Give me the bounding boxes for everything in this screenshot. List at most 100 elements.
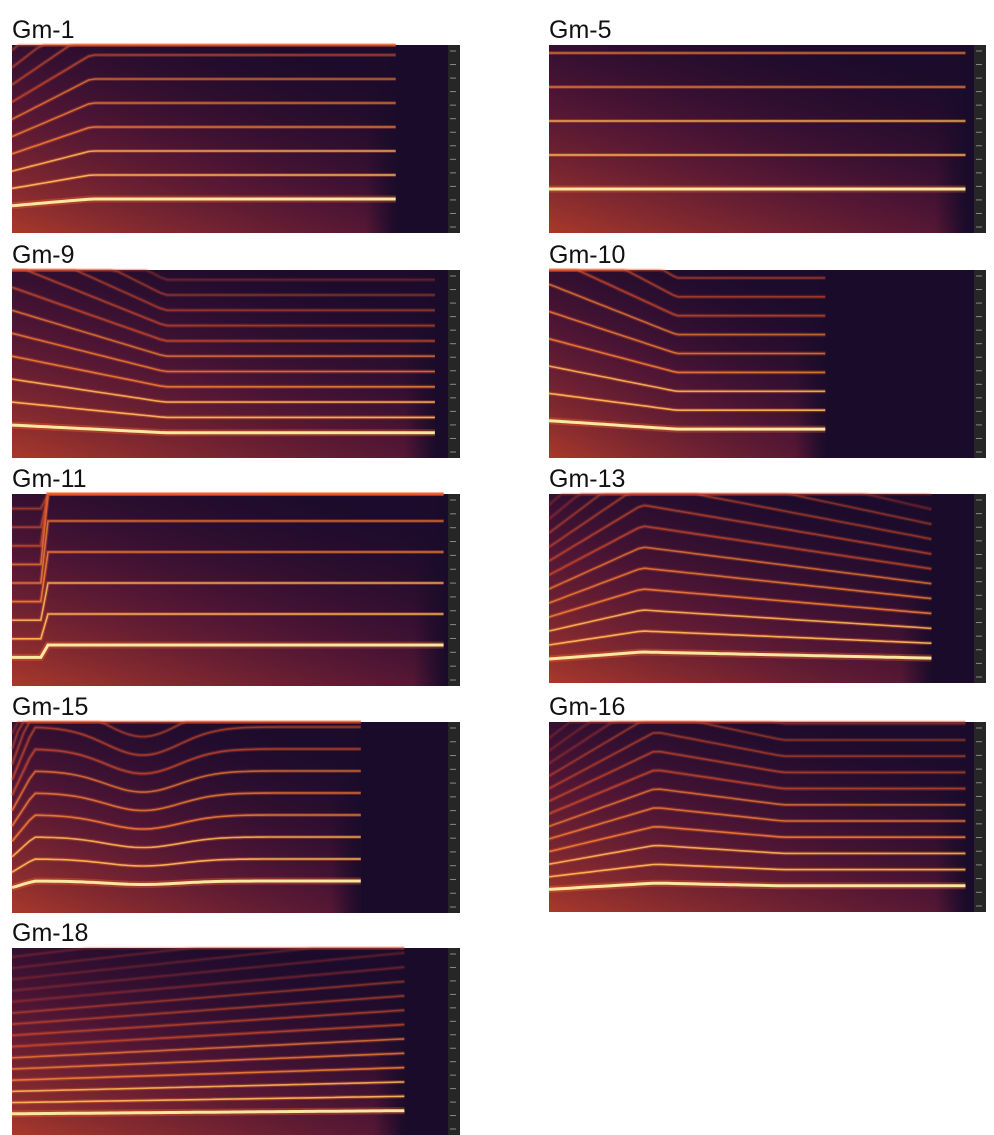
- harmonic: [548, 881, 966, 891]
- harmonic-glow: [10, 43, 396, 52]
- harmonic: [12, 643, 444, 659]
- spectrogram-fade: [413, 494, 444, 686]
- harmonic: [11, 1081, 405, 1093]
- harmonic: [549, 269, 826, 279]
- harmonic: [549, 269, 826, 298]
- harmonic-glow: [10, 720, 361, 735]
- harmonic: [11, 947, 405, 958]
- harmonic: [11, 721, 361, 735]
- spectrogram-fade: [935, 45, 966, 233]
- harmonic: [11, 1009, 405, 1037]
- harmonic: [548, 493, 932, 534]
- spectrogram: [12, 492, 460, 686]
- spectrogram-energy: [12, 494, 444, 686]
- harmonic: [11, 792, 361, 827]
- harmonic: [12, 269, 435, 281]
- spectrogram: [547, 720, 986, 912]
- panel-label: Gm-5: [549, 16, 612, 44]
- harmonic-glow: [547, 720, 966, 753]
- harmonic: [548, 825, 966, 853]
- harmonic: [11, 748, 361, 796]
- harmonic: [11, 309, 435, 358]
- spectrogram: [10, 720, 460, 913]
- harmonic: [11, 947, 405, 981]
- harmonic: [11, 1066, 405, 1081]
- spectrogram-fade: [404, 270, 435, 458]
- harmonic: [11, 78, 396, 121]
- harmonic: [12, 269, 435, 296]
- harmonic-glow: [547, 492, 932, 521]
- harmonic-glow: [11, 965, 405, 1004]
- harmonic-glow: [11, 946, 405, 959]
- harmonic: [548, 310, 826, 355]
- harmonic: [11, 1095, 405, 1104]
- harmonic: [11, 102, 396, 138]
- harmonic: [11, 836, 361, 858]
- harmonic: [11, 726, 361, 781]
- harmonic: [548, 750, 966, 802]
- harmonic-glow: [10, 43, 396, 70]
- spectrogram-energy: [549, 722, 966, 912]
- harmonic: [11, 44, 396, 86]
- spectrogram-fade: [901, 494, 932, 683]
- harmonic: [548, 807, 966, 840]
- harmonic: [548, 630, 932, 646]
- harmonic: [12, 269, 435, 327]
- spectrogram-fade: [935, 722, 966, 912]
- harmonic: [549, 269, 826, 317]
- harmonic: [12, 520, 444, 584]
- harmonic: [548, 365, 826, 393]
- harmonic: [11, 952, 405, 992]
- harmonic: [12, 269, 435, 312]
- harmonic-glow: [547, 492, 932, 549]
- harmonic: [11, 332, 435, 373]
- harmonic: [548, 609, 932, 632]
- harmonic: [548, 493, 932, 520]
- harmonic: [12, 493, 444, 510]
- harmonic-glow: [12, 268, 435, 313]
- harmonic: [12, 582, 444, 622]
- harmonic: [548, 283, 826, 336]
- harmonic: [548, 721, 966, 765]
- harmonic: [548, 731, 966, 790]
- panel-label: Gm-15: [12, 693, 88, 721]
- frequency-scale: [974, 270, 986, 458]
- spectrogram-fade: [795, 270, 826, 458]
- harmonic-glow: [11, 993, 405, 1027]
- harmonic-glow: [10, 720, 361, 750]
- harmonic: [11, 150, 396, 172]
- spectrogram-energy: [549, 45, 966, 233]
- harmonic: [11, 770, 361, 811]
- harmonic-glow: [547, 720, 966, 766]
- harmonic: [11, 858, 361, 873]
- spectrogram-energy: [12, 270, 435, 458]
- panel-label: Gm-9: [12, 241, 75, 269]
- harmonic: [548, 721, 966, 739]
- harmonic: [548, 419, 826, 431]
- frequency-scale: [448, 722, 460, 913]
- spectrogram: [547, 492, 986, 683]
- harmonic: [12, 551, 444, 603]
- harmonic: [548, 844, 966, 865]
- panel-label: Gm-10: [549, 241, 625, 269]
- harmonic: [11, 1109, 405, 1116]
- harmonic-glow: [547, 492, 932, 507]
- harmonic: [548, 392, 826, 412]
- frequency-scale: [448, 270, 460, 458]
- harmonic: [548, 493, 932, 548]
- harmonic: [11, 286, 435, 342]
- harmonic: [548, 769, 966, 815]
- harmonic-glow: [11, 950, 405, 993]
- harmonic: [548, 338, 826, 374]
- panel-label: Gm-13: [549, 465, 625, 493]
- frequency-scale: [974, 722, 986, 912]
- harmonic: [548, 863, 966, 878]
- harmonic: [548, 721, 966, 777]
- harmonic: [548, 504, 932, 562]
- harmonic: [12, 493, 444, 529]
- spectrogram: [11, 268, 460, 458]
- spectrogram-energy: [12, 45, 396, 233]
- harmonic-glow: [547, 492, 932, 535]
- frequency-scale: [974, 494, 986, 683]
